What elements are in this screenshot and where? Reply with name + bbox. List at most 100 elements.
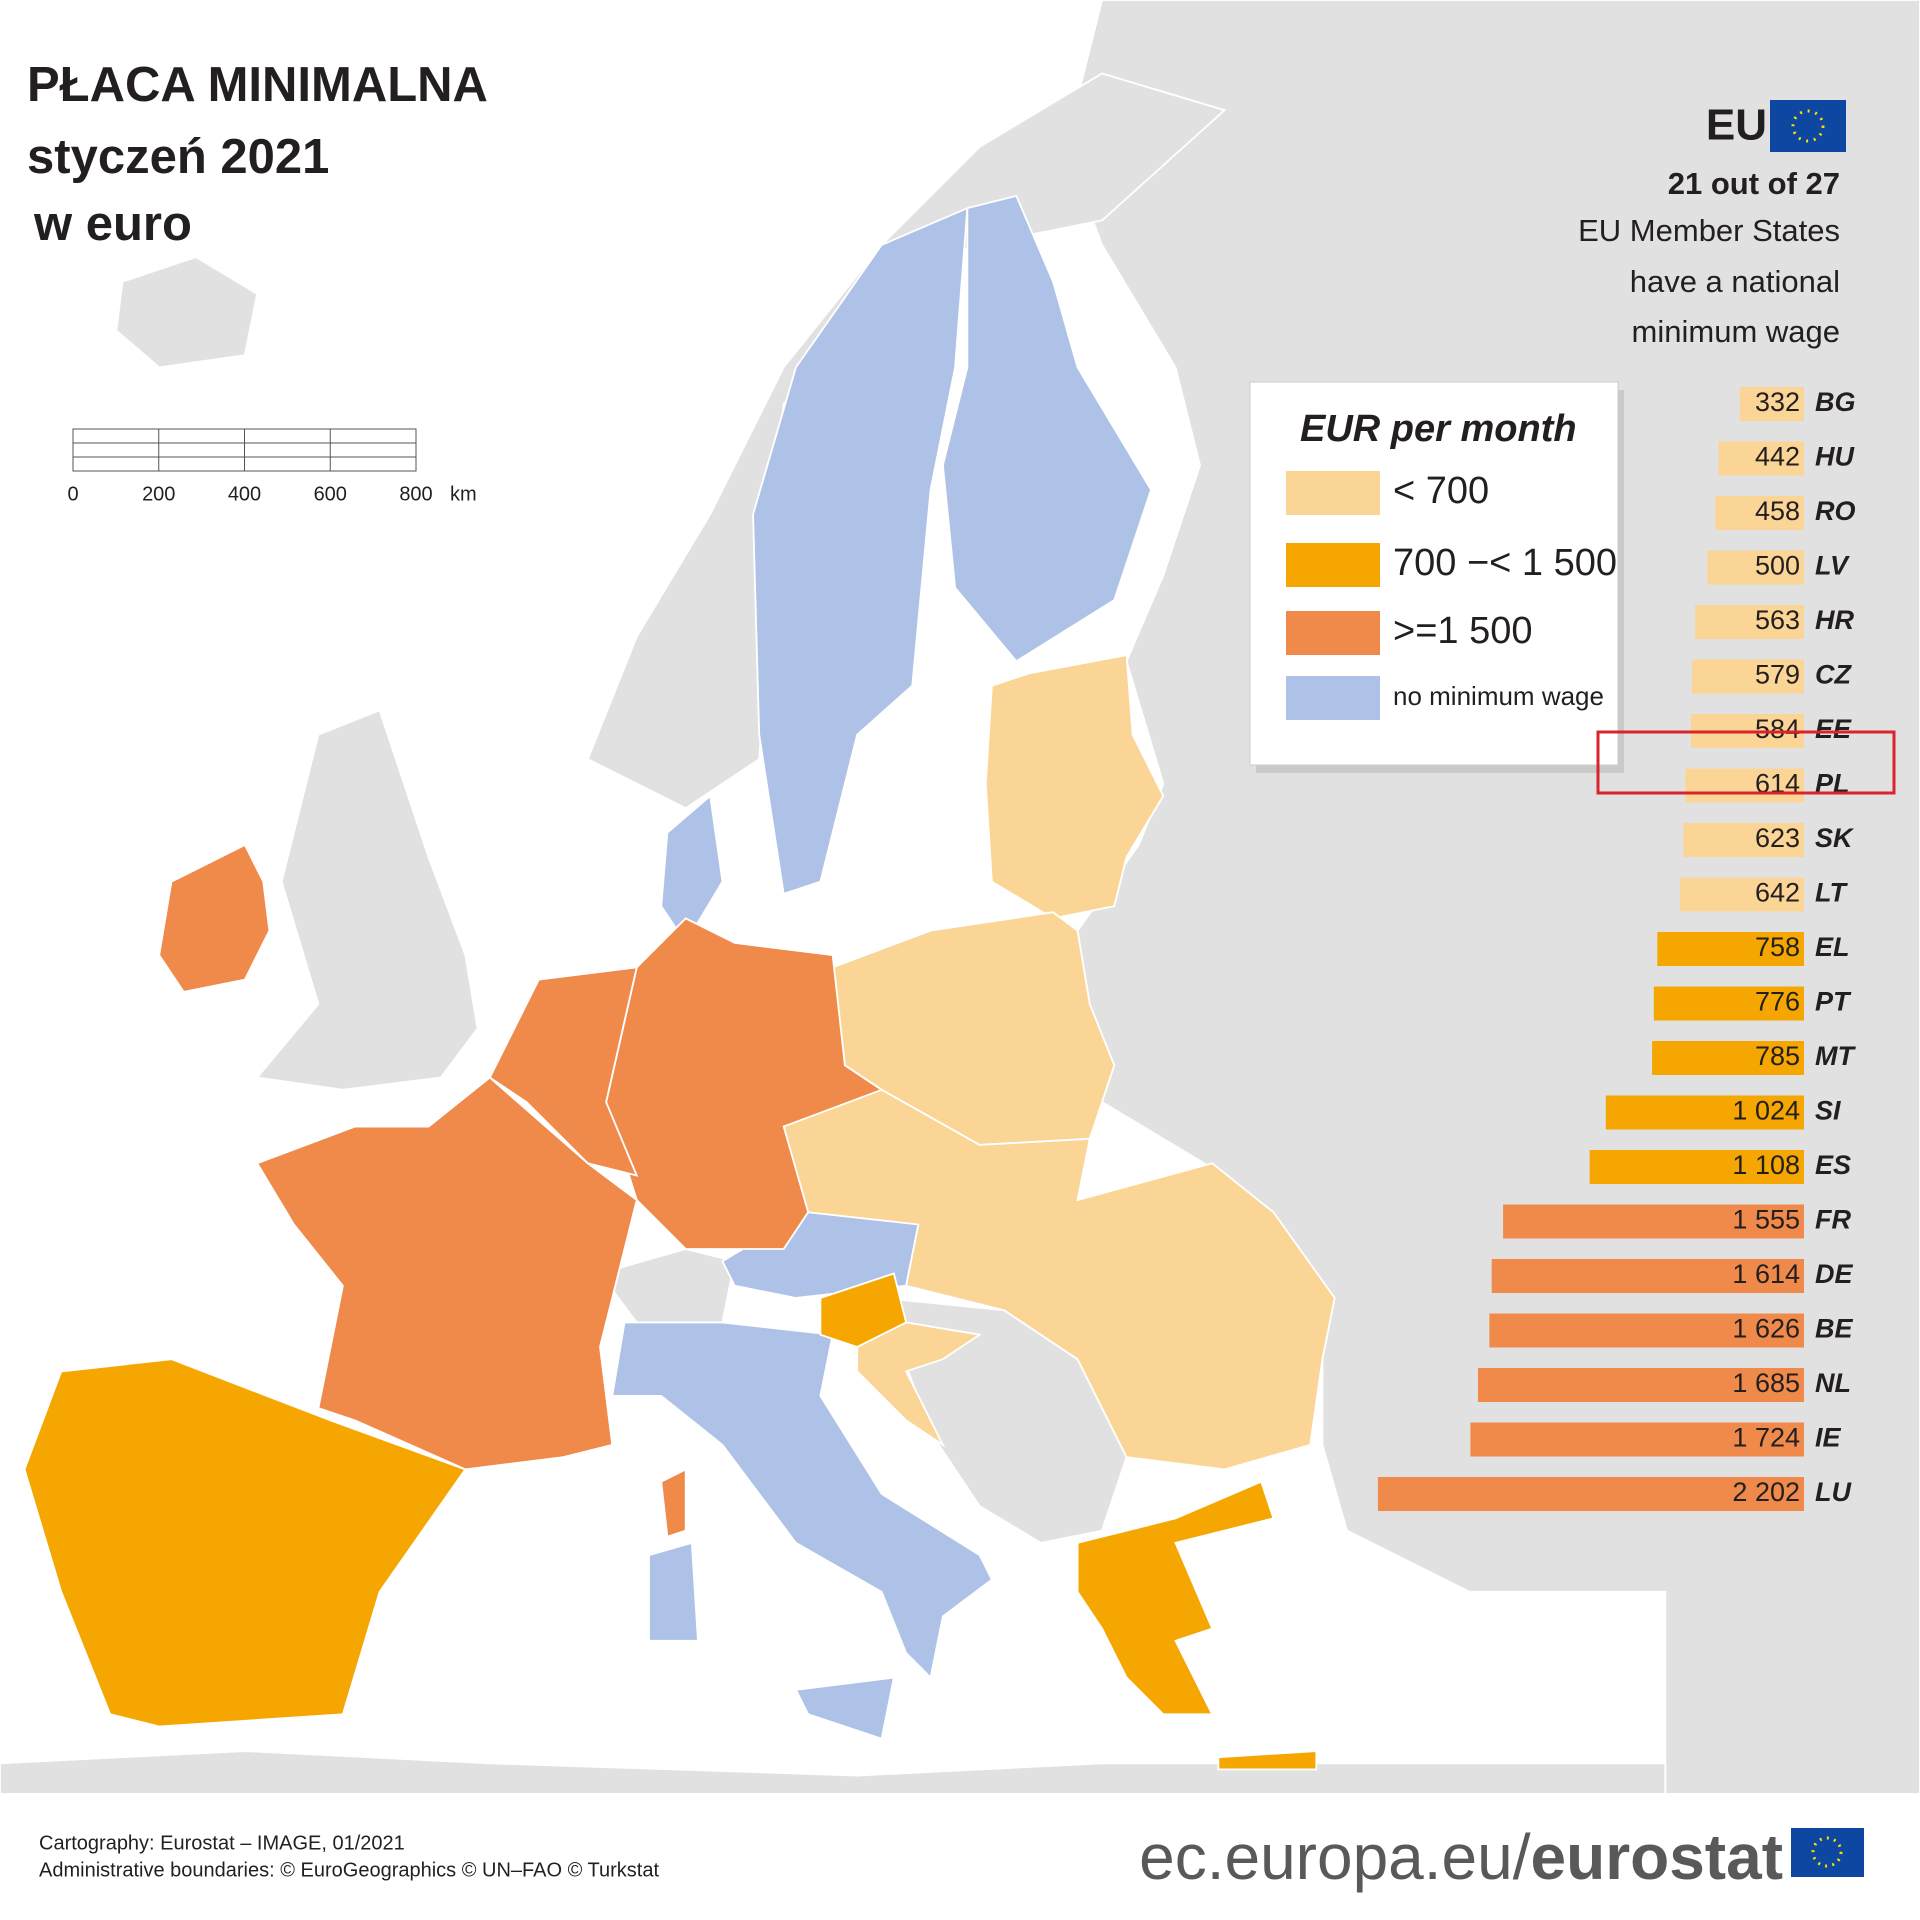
scale-label: 0 <box>67 483 78 505</box>
country <box>984 654 1165 920</box>
bar <box>1491 1259 1804 1293</box>
value-label: 1 685 <box>1732 1368 1800 1398</box>
value-label: 442 <box>1755 442 1800 472</box>
category-label: LV <box>1815 551 1850 581</box>
legend-label: 700 −< 1 500 <box>1393 542 1617 584</box>
legend-swatch <box>1286 471 1380 515</box>
country <box>255 1076 638 1471</box>
bar <box>1605 1095 1804 1130</box>
legend-label: >=1 500 <box>1393 610 1532 652</box>
category-label: IE <box>1815 1423 1842 1453</box>
eu-note: EU Member States <box>1578 213 1840 248</box>
bar <box>1685 768 1804 803</box>
scale-label: 800 <box>399 483 432 505</box>
country <box>611 1321 994 1680</box>
highlight <box>1596 730 1896 795</box>
scale-label: 200 <box>142 483 175 505</box>
category-label: BG <box>1815 387 1856 417</box>
country <box>648 1541 699 1642</box>
eu-note: minimum wage <box>1632 314 1840 349</box>
scale-ticks: 0 200 400 600 800 km <box>67 429 477 505</box>
bar <box>1503 1204 1804 1239</box>
bar <box>1377 1477 1804 1511</box>
legend: < 700 700 −< 1 500 >=1 500 no minimum wage <box>1286 470 1617 720</box>
value-label: 1 724 <box>1732 1423 1800 1453</box>
category-label: DE <box>1815 1259 1853 1289</box>
title: w euro <box>33 197 192 251</box>
map <box>0 0 1920 1795</box>
bar <box>1739 387 1804 421</box>
country <box>819 1272 908 1348</box>
bar <box>1652 1041 1804 1075</box>
bar <box>1657 932 1804 966</box>
legend-swatch <box>1286 611 1380 655</box>
eu-flag <box>1770 100 1846 152</box>
bar <box>1477 1368 1804 1402</box>
value-label: 1 555 <box>1732 1205 1800 1235</box>
bar <box>1718 441 1804 476</box>
legend-swatch <box>1286 543 1380 587</box>
land <box>0 1750 1667 1795</box>
country <box>660 1467 687 1538</box>
credit: Administrative boundaries: © EuroGeograp… <box>39 1859 659 1881</box>
country <box>23 1358 467 1728</box>
country <box>856 1321 983 1448</box>
category-label: NL <box>1815 1368 1851 1398</box>
country <box>660 794 724 945</box>
eu-label: EU <box>1706 101 1767 150</box>
title: PŁACA MINIMALNA <box>27 58 488 112</box>
title: styczeń 2021 <box>27 130 329 184</box>
value-label: 584 <box>1755 714 1800 744</box>
country <box>1076 1480 1275 1716</box>
legend-label: < 700 <box>1393 470 1489 512</box>
value-label: 623 <box>1755 823 1800 853</box>
scale-label: 600 <box>314 483 347 505</box>
value-label: 2 202 <box>1732 1477 1800 1507</box>
country <box>1217 1750 1318 1771</box>
site: ec.europa.eu/ <box>1139 1821 1531 1893</box>
category-label: RO <box>1815 496 1856 526</box>
category-label: EE <box>1815 714 1852 744</box>
value-label: 758 <box>1755 932 1800 962</box>
land <box>115 256 259 369</box>
eu-note: have a national <box>1630 264 1840 299</box>
country <box>158 843 271 993</box>
bar <box>1489 1313 1804 1348</box>
land <box>598 1248 736 1324</box>
category-label: HR <box>1815 605 1854 635</box>
legend-swatch <box>1286 676 1380 720</box>
site: eurostat <box>1531 1821 1784 1893</box>
category-label: LU <box>1815 1477 1852 1507</box>
bar <box>1707 550 1804 585</box>
eu-flag <box>1791 1828 1864 1877</box>
value-label: 1 024 <box>1732 1096 1800 1126</box>
category-label: BE <box>1815 1314 1853 1344</box>
category-label: SI <box>1815 1096 1841 1126</box>
bar <box>1715 496 1804 530</box>
value-label: 579 <box>1755 660 1800 690</box>
category-label: FR <box>1815 1205 1851 1235</box>
category-label: LT <box>1815 878 1848 908</box>
footer-band <box>0 1794 1920 1920</box>
country <box>794 1676 896 1740</box>
value-label: 785 <box>1755 1041 1800 1071</box>
legend-title: EUR per month <box>1300 408 1577 450</box>
bar <box>1653 986 1804 1021</box>
bar <box>1691 659 1804 694</box>
land <box>255 708 479 1091</box>
country <box>752 206 969 896</box>
value-label: 642 <box>1755 878 1800 908</box>
category-label: SK <box>1815 823 1855 853</box>
legend-label: no minimum wage <box>1393 681 1604 711</box>
bar <box>1679 877 1804 912</box>
category-label: PT <box>1815 987 1852 1017</box>
country <box>770 1088 1336 1471</box>
value-label: 458 <box>1755 496 1800 526</box>
bar <box>1470 1422 1804 1457</box>
category-label: MT <box>1815 1041 1856 1071</box>
category-label: ES <box>1815 1150 1851 1180</box>
value-label: 332 <box>1755 387 1800 417</box>
category-label: CZ <box>1815 660 1852 690</box>
